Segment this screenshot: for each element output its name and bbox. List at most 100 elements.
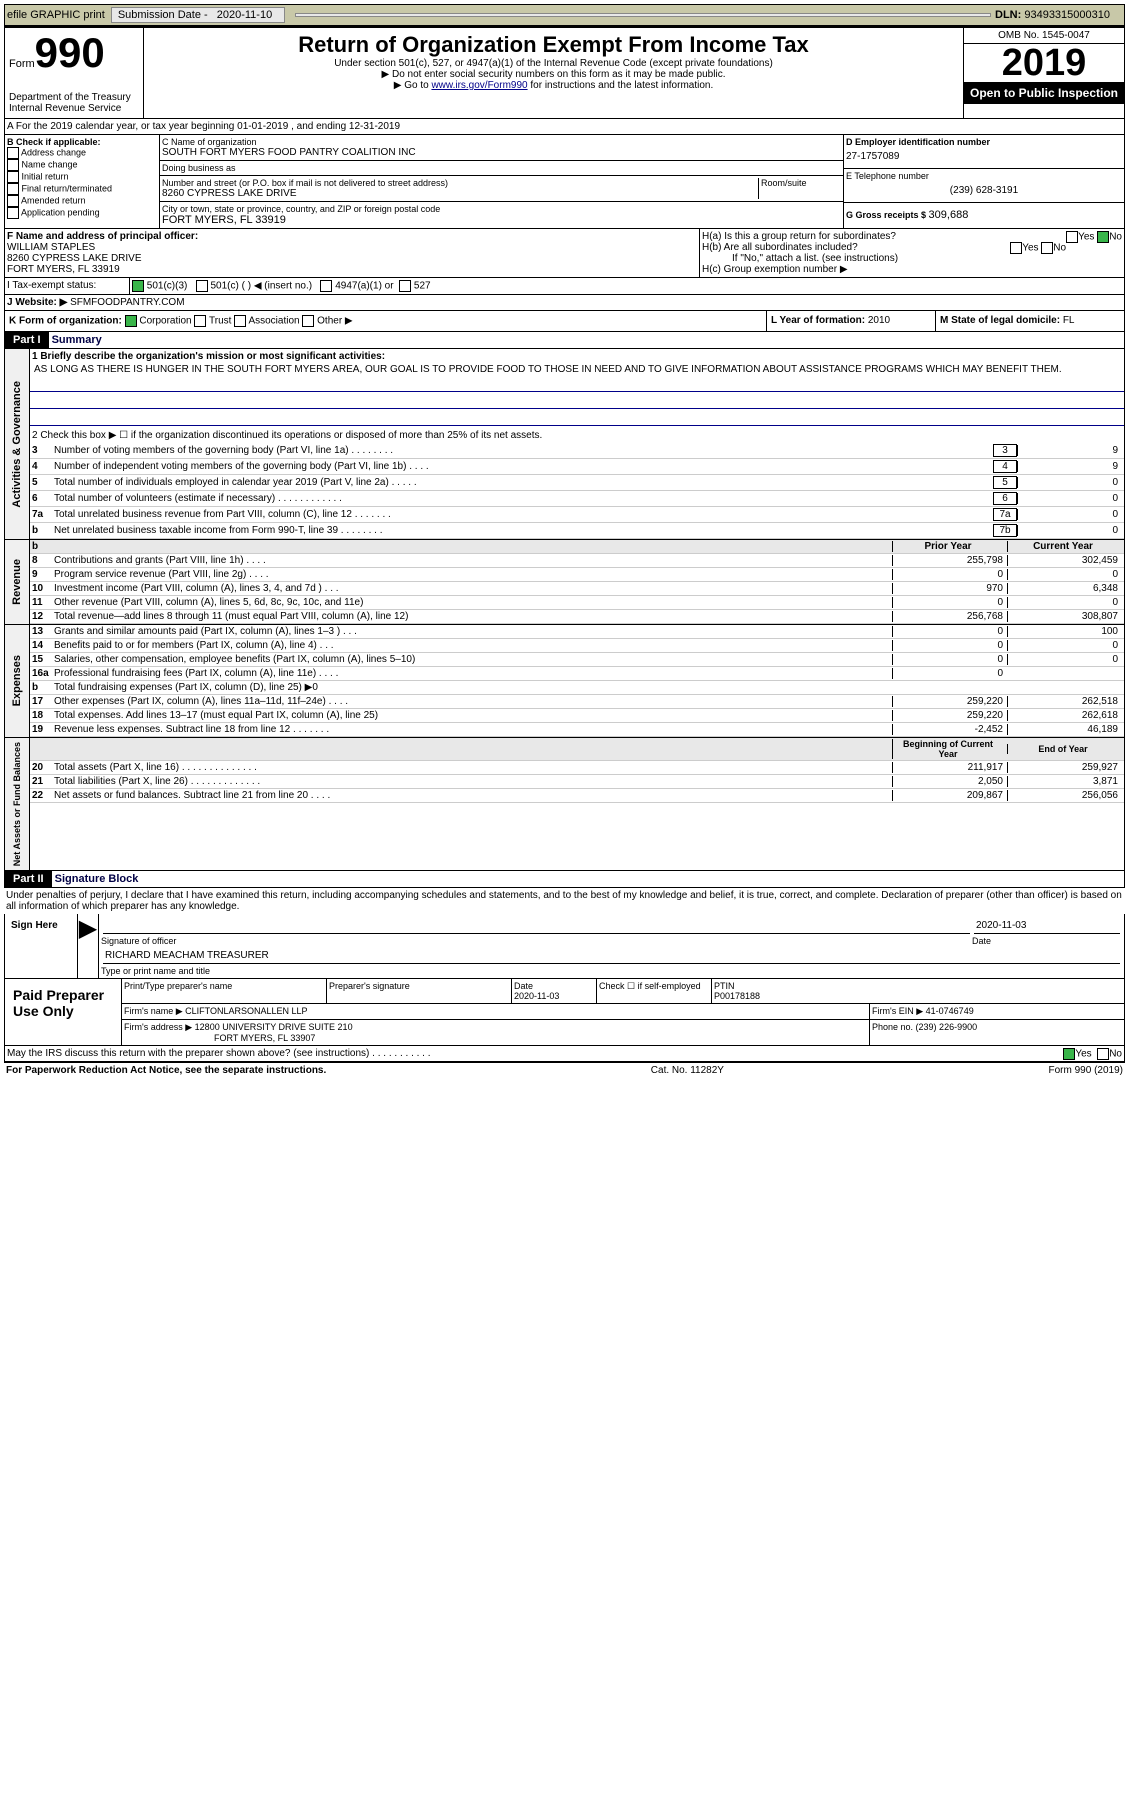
penalties-text: Under penalties of perjury, I declare th… [4,888,1125,914]
year-box: OMB No. 1545-0047 2019 Open to Public In… [963,28,1124,118]
prep-date: 2020-11-03 [514,991,559,1001]
form-title-box: Return of Organization Exempt From Incom… [144,28,963,118]
year-header-row: b Prior Year Current Year [30,540,1124,554]
period-row: A For the 2019 calendar year, or tax yea… [4,119,1125,135]
hb-yes[interactable] [1010,242,1022,254]
discuss-row: May the IRS discuss this return with the… [4,1046,1125,1062]
gov-line-4: 4Number of independent voting members of… [30,459,1124,475]
website-row: J Website: ▶ SFMFOODPANTRY.COM [4,295,1125,311]
cb-amended[interactable]: Amended return [7,195,157,207]
hb-no[interactable] [1041,242,1053,254]
cb-trust[interactable] [194,315,206,327]
ein-phone-col: D Employer identification number27-17570… [843,135,1124,228]
form-990: 990 [35,29,105,76]
sign-here-block: Sign Here ▶ Signature of officer 2020-11… [4,914,1125,979]
side-governance: Activities & Governance [9,377,25,512]
check-applicable: B Check if applicable: Address change Na… [5,135,160,228]
gov-line-7a: 7aTotal unrelated business revenue from … [30,507,1124,523]
part2-label: Part II [5,871,52,887]
org-info: C Name of organizationSOUTH FORT MYERS F… [160,135,843,228]
telephone: (239) 628-3191 [846,181,1122,200]
part2-title: Signature Block [55,873,139,885]
cb-4947[interactable] [320,280,332,292]
footer: For Paperwork Reduction Act Notice, see … [4,1062,1125,1078]
part2-header-row: Part II Signature Block [4,871,1125,888]
org-name: SOUTH FORT MYERS FOOD PANTRY COALITION I… [162,147,841,158]
form-sub1: Under section 501(c), 527, or 4947(a)(1)… [148,58,959,69]
form-title: Return of Organization Exempt From Incom… [148,32,959,58]
cb-assoc[interactable] [234,315,246,327]
line-20: 20Total assets (Part X, line 16) . . . .… [30,761,1124,775]
gross-receipts: 309,688 [929,209,969,221]
side-expenses: Expenses [9,651,25,710]
line-b: bTotal fundraising expenses (Part IX, co… [30,681,1124,695]
part1-label: Part I [5,332,49,348]
h-a: H(a) Is this a group return for subordin… [702,231,1122,242]
line-8: 8Contributions and grants (Part VIII, li… [30,554,1124,568]
officer-group-block: F Name and address of principal officer:… [4,229,1125,278]
cb-527[interactable] [399,280,411,292]
ptin: P00178188 [714,991,760,1001]
paid-preparer-block: Paid Preparer Use Only Print/Type prepar… [4,979,1125,1046]
line-14: 14Benefits paid to or for members (Part … [30,639,1124,653]
firm-ein: 41-0746749 [926,1006,974,1016]
line-16a: 16aProfessional fundraising fees (Part I… [30,667,1124,681]
expenses-block: Expenses 13Grants and similar amounts pa… [4,625,1125,738]
cb-name-change[interactable]: Name change [7,159,157,171]
mission-text: AS LONG AS THERE IS HUNGER IN THE SOUTH … [30,364,1124,375]
blank-bar [295,13,991,17]
gov-line-5: 5Total number of individuals employed in… [30,475,1124,491]
uline2 [30,394,1124,409]
cb-501c[interactable] [196,280,208,292]
form990-link[interactable]: www.irs.gov/Form990 [431,80,527,91]
cb-other[interactable] [302,315,314,327]
firm-phone: (239) 226-9900 [916,1022,978,1032]
h-c: H(c) Group exemption number ▶ [702,264,1122,275]
year-formation: L Year of formation: 2010 [766,311,935,331]
officer-name: RICHARD MEACHAM TREASURER [103,948,1120,964]
state-domicile: M State of legal domicile: FL [935,311,1124,331]
efile-label: efile GRAPHIC print [7,9,105,21]
uline3 [30,411,1124,426]
form-header: Form990 Department of the Treasury Inter… [4,26,1125,119]
cb-501c3[interactable] [132,280,144,292]
top-bar: efile GRAPHIC print Submission Date - 20… [4,4,1125,26]
cb-app-pending[interactable]: Application pending [7,207,157,219]
part1-header-row: Part I Summary [4,332,1125,349]
mission-label: 1 Briefly describe the organization's mi… [32,351,385,362]
group-return-block: H(a) Is this a group return for subordin… [699,229,1124,277]
revenue-block: Revenue b Prior Year Current Year 8Contr… [4,540,1125,625]
ha-yes[interactable] [1066,231,1078,243]
form-sub2: ▶ Do not enter social security numbers o… [148,69,959,80]
tax-exempt-row: I Tax-exempt status: 501(c)(3) 501(c) ( … [4,278,1125,295]
cb-corp[interactable] [125,315,137,327]
dln: DLN: 93493315000310 [995,9,1116,21]
paid-preparer-label: Paid Preparer Use Only [5,979,122,1045]
line-22: 22Net assets or fund balances. Subtract … [30,789,1124,803]
discuss-yes[interactable] [1063,1048,1075,1060]
cb-initial-return[interactable]: Initial return [7,171,157,183]
gov-line-6: 6Total number of volunteers (estimate if… [30,491,1124,507]
identity-block: B Check if applicable: Address change Na… [4,135,1125,229]
self-employed-check[interactable]: Check ☐ if self-employed [597,979,712,1003]
firm-name: CLIFTONLARSONALLEN LLP [185,1006,307,1016]
side-netassets: Net Assets or Fund Balances [10,738,24,870]
side-revenue: Revenue [9,555,25,609]
net-header-row: Beginning of Current Year End of Year [30,738,1124,761]
line-13: 13Grants and similar amounts paid (Part … [30,625,1124,639]
line-18: 18Total expenses. Add lines 13–17 (must … [30,709,1124,723]
gov-line-3: 3Number of voting members of the governi… [30,443,1124,459]
form-sub3: ▶ Go to www.irs.gov/Form990 for instruct… [148,80,959,91]
submission-date-btn[interactable]: Submission Date - 2020-11-10 [111,7,285,23]
form-number-box: Form990 Department of the Treasury Inter… [5,28,144,118]
line-19: 19Revenue less expenses. Subtract line 1… [30,723,1124,737]
principal-officer: F Name and address of principal officer:… [5,229,699,277]
governance-block: Activities & Governance 1 Briefly descri… [4,349,1125,540]
gov-line-7b: bNet unrelated business taxable income f… [30,523,1124,539]
cb-address-change[interactable]: Address change [7,147,157,159]
sign-date: 2020-11-03 [974,918,1120,934]
discuss-no[interactable] [1097,1048,1109,1060]
paperwork-notice: For Paperwork Reduction Act Notice, see … [6,1065,326,1076]
cb-final-return[interactable]: Final return/terminated [7,183,157,195]
ha-no[interactable] [1097,231,1109,243]
